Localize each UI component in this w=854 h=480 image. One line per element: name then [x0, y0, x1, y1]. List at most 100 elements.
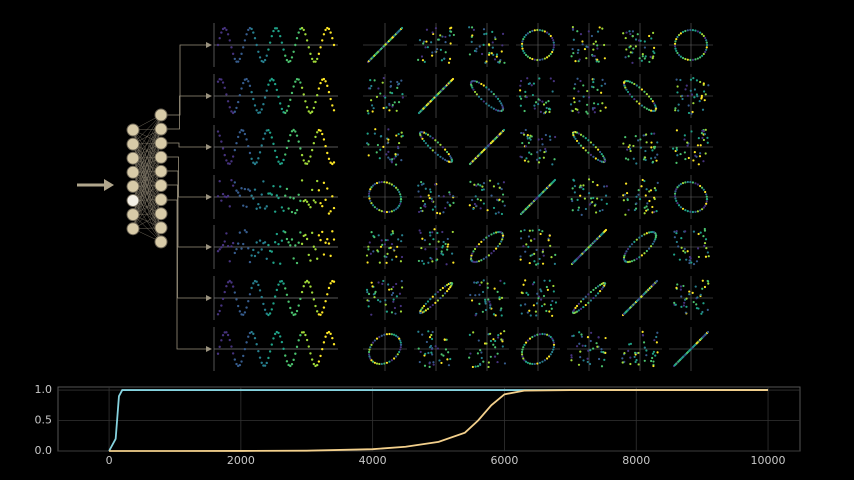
panel-dot [431, 353, 434, 356]
panel-dot [522, 283, 525, 286]
panel-dot [496, 352, 499, 355]
neuron [154, 207, 168, 221]
panel-dot [285, 109, 289, 112]
panel-dot [248, 260, 252, 264]
panel-dot [545, 333, 549, 336]
panel-dot [238, 131, 242, 134]
panel-dot [643, 233, 646, 236]
panel-dot [284, 287, 287, 290]
panel-dot [257, 349, 260, 353]
panel-dot [577, 302, 580, 305]
panel-dot [223, 331, 226, 334]
panel-dot [533, 252, 536, 255]
panel-dot [425, 40, 428, 43]
panel-dot [643, 156, 647, 159]
panel-dot [651, 211, 654, 214]
panel-dot [444, 51, 447, 54]
panel-dot [543, 359, 546, 362]
panel-dot [625, 48, 628, 51]
panel-dot [424, 142, 427, 145]
panel-dot [579, 33, 583, 36]
panel-dot [601, 78, 604, 81]
panel-dot [649, 245, 653, 248]
panel-dot [268, 131, 272, 134]
panel-dot [425, 28, 429, 31]
panel-dot [575, 139, 579, 143]
panel-dot [423, 203, 427, 206]
panel-dot [225, 232, 228, 235]
panel-dot [642, 158, 646, 161]
panel-dot [686, 210, 689, 213]
panel-dot [289, 59, 292, 63]
panel-dot [484, 302, 487, 305]
panel-dot [487, 361, 490, 364]
panel-dot [329, 97, 332, 101]
panel-dot [654, 234, 658, 237]
panel-dot [452, 261, 455, 264]
panel-dot [524, 250, 527, 253]
panel-dot [396, 188, 399, 191]
panel-dot [702, 138, 705, 142]
panel-dot [422, 304, 426, 308]
panel-dot [307, 281, 310, 284]
panel-dot [228, 338, 231, 342]
panel-dot [270, 308, 273, 311]
connection [132, 199, 162, 229]
panel-dot [258, 56, 262, 59]
panel-dot [531, 335, 534, 339]
panel-dot [592, 143, 595, 146]
panel-dot [539, 288, 542, 291]
panel-dot [367, 245, 370, 248]
panel-dot [572, 38, 575, 41]
panel-dot [655, 210, 658, 213]
panel-dot [496, 109, 500, 112]
panel-dot [521, 47, 524, 50]
panel-dot [703, 90, 706, 93]
panel-dot [312, 60, 316, 63]
panel-dot [445, 150, 449, 154]
panel-dot [601, 102, 604, 105]
panel-dot [399, 310, 403, 313]
panel-dot [497, 182, 500, 185]
panel-dot [691, 210, 695, 214]
panel-dot [500, 338, 503, 341]
panel-dot [452, 33, 455, 37]
panel-dot [220, 246, 223, 249]
panel-dot [220, 304, 223, 307]
panel-dot [280, 279, 284, 283]
panel-dot [446, 358, 449, 361]
panel-dot [587, 30, 590, 33]
panel-dot [220, 339, 223, 342]
panel-dot [520, 350, 524, 354]
panel-dot [544, 133, 547, 137]
panel-dot [630, 260, 634, 263]
panel-dot [292, 197, 295, 200]
panel-dot [372, 293, 375, 296]
panel-dot [533, 362, 536, 366]
panel-dot [496, 360, 499, 364]
panel-dot [700, 208, 704, 211]
panel-dot [299, 199, 302, 203]
panel-dot [324, 335, 327, 338]
panel-dot [267, 129, 270, 132]
panel-dot [434, 205, 437, 208]
panel-dot [260, 295, 263, 299]
panel-dot [587, 151, 590, 154]
panel-dot [273, 27, 277, 30]
panel-dot [651, 352, 655, 355]
panel-dot [284, 354, 287, 357]
panel-dot [677, 204, 681, 207]
panel-dot [542, 112, 546, 115]
panel-dot [314, 60, 317, 63]
panel-dot [394, 334, 398, 337]
panel-dot [540, 290, 543, 293]
panel-dot [624, 182, 628, 185]
panel-dot [231, 52, 235, 56]
panel-dot [655, 279, 659, 283]
panel-dot [376, 298, 380, 302]
panel-dot [707, 280, 710, 283]
panel-dot [601, 208, 604, 212]
panel-dot [294, 43, 297, 47]
panel-dot [273, 210, 277, 213]
